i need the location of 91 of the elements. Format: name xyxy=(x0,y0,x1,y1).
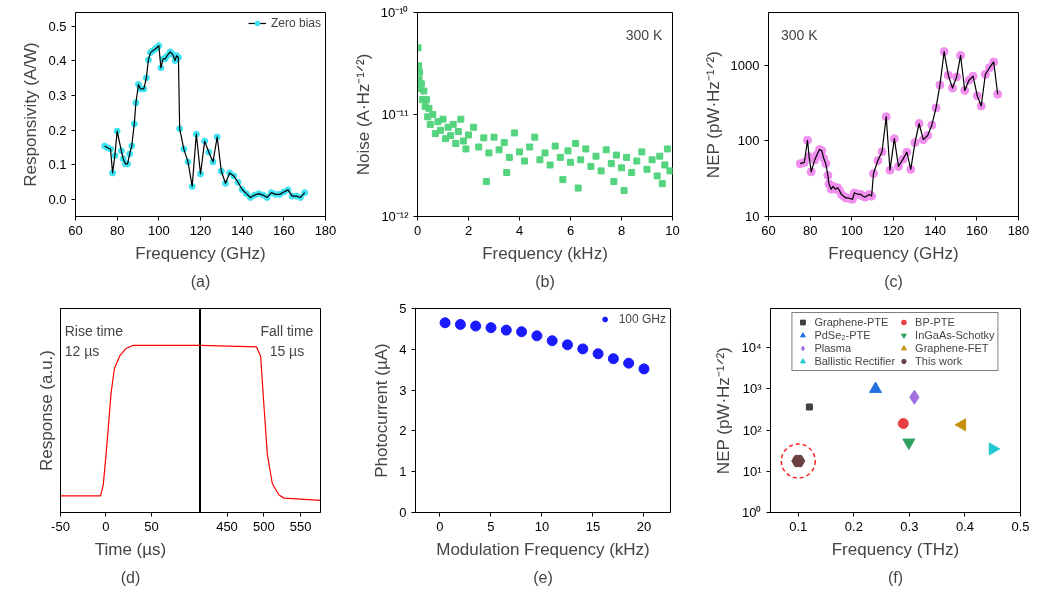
x-tick-label: 10 xyxy=(665,222,680,238)
x-axis-title: Time (µs) xyxy=(94,539,167,559)
x-tick-label: 80 xyxy=(109,222,125,238)
x-tick-label: 160 xyxy=(272,222,295,238)
x-tick-label: 8 xyxy=(617,222,626,238)
text: (f) xyxy=(887,568,904,586)
x-tick-label: 180 xyxy=(314,222,337,238)
x-tick-label: 140 xyxy=(924,222,947,238)
y-axis-title: NEP (pW·Hz⁻¹ᐟ²) xyxy=(703,51,723,179)
y-tick-label: 2 xyxy=(399,423,407,439)
x-tick-label: -50 xyxy=(51,518,70,534)
text: (e) xyxy=(533,568,553,586)
annotation: 300 K xyxy=(781,26,819,43)
x-tick-label: 160 xyxy=(965,222,988,238)
x-tick-label: 20 xyxy=(636,518,652,534)
x-tick-label: 100 xyxy=(147,222,170,238)
text: (c) xyxy=(884,272,903,290)
legend-label: Plasma xyxy=(814,342,852,354)
legend-label: InGaAs-Schotky xyxy=(915,329,995,341)
y-axis-title: Noise (A·Hz⁻¹ᐟ²) xyxy=(353,53,373,176)
y-axis-title: NEP (pW·Hz⁻¹ᐟ²) xyxy=(714,347,734,475)
x-axis-title: Frequency (GHz) xyxy=(828,243,959,263)
x-tick-label: 60 xyxy=(68,222,83,238)
y-tick-label: 0 xyxy=(399,505,407,520)
x-tick-label: 500 xyxy=(252,518,275,534)
x-tick-label: 50 xyxy=(144,518,159,534)
x-tick-label: 0.2 xyxy=(844,518,863,534)
text: (b) xyxy=(535,272,555,290)
y-tick-label: 10² xyxy=(742,422,763,438)
x-tick-label: 0.1 xyxy=(789,518,808,534)
y-tick-label: 0.2 xyxy=(48,122,67,138)
x-tick-label: 450 xyxy=(216,518,238,534)
legend-label: BP-PTE xyxy=(915,316,955,328)
x-tick-label: 4 xyxy=(515,222,524,238)
text: (a) xyxy=(190,272,211,290)
y-axis-title: Responsivity (A/W) xyxy=(21,42,41,187)
y-tick-label: 0.4 xyxy=(48,53,67,69)
x-axis-title: Frequency (kHz) xyxy=(482,243,608,263)
x-tick-label: 0 xyxy=(413,222,422,238)
legend-label: This work xyxy=(915,355,963,367)
x-tick-label: 120 xyxy=(189,222,212,238)
y-tick-label: 1 xyxy=(399,464,407,480)
y-tick-label: 10⁻¹¹ xyxy=(381,107,410,122)
legend-label: Ballistic Rectifier xyxy=(814,355,896,367)
x-tick-label: 550 xyxy=(289,518,312,534)
legend-label: Graphene-FET xyxy=(915,342,989,354)
legend-label: Zero bias xyxy=(270,16,321,30)
x-tick-label: 0 xyxy=(102,518,110,534)
legend-label: PdSe₂-PTE xyxy=(814,329,871,341)
x-axis-title: Frequency (THz) xyxy=(831,539,960,559)
y-tick-label: 100 xyxy=(737,133,760,149)
y-tick-label: 3 xyxy=(399,382,407,398)
y-tick-label: 10⁴ xyxy=(741,340,762,356)
x-tick-label: 5 xyxy=(487,518,495,534)
x-tick-label: 0.5 xyxy=(1011,518,1030,534)
text: (d) xyxy=(120,568,141,586)
x-tick-label: 60 xyxy=(761,222,776,238)
legend-label: 100 GHz xyxy=(618,312,666,326)
annotation: Rise time 12 µs xyxy=(64,322,124,360)
x-axis-title: Modulation Frequency (kHz) xyxy=(436,539,650,559)
y-axis-title: Photocurrent (µA) xyxy=(372,343,392,478)
x-axis-title: Frequency (GHz) xyxy=(135,243,266,263)
y-tick-label: 10 xyxy=(745,209,760,224)
y-tick-label: 10³ xyxy=(742,381,763,397)
x-tick-label: 120 xyxy=(882,222,905,238)
x-tick-label: 10 xyxy=(534,518,550,534)
x-tick-label: 140 xyxy=(231,222,254,238)
y-axis-title: Response (a.u.) xyxy=(36,350,56,471)
y-tick-label: 0.1 xyxy=(48,157,67,173)
x-tick-label: 80 xyxy=(802,222,818,238)
x-tick-label: 15 xyxy=(585,518,601,534)
y-tick-label: 0.5 xyxy=(48,18,67,34)
x-tick-label: 0.4 xyxy=(955,518,974,534)
y-tick-label: 10⁻¹² xyxy=(381,209,410,224)
y-tick-label: 4 xyxy=(399,341,407,357)
y-tick-label: 0.0 xyxy=(48,191,67,207)
legend-label: Graphene-PTE xyxy=(814,316,889,328)
y-tick-label: 10⁰ xyxy=(742,505,762,520)
y-tick-label: 1000 xyxy=(730,57,760,73)
x-tick-label: 100 xyxy=(840,222,863,238)
annotation: Fall time 15 µs xyxy=(260,322,314,360)
y-tick-label: 10⁻¹⁰ xyxy=(380,5,409,20)
x-tick-label: 2 xyxy=(464,222,473,238)
x-tick-label: 180 xyxy=(1007,222,1030,238)
x-tick-label: 6 xyxy=(566,222,575,238)
y-tick-label: 5 xyxy=(399,301,407,316)
x-tick-label: 0.3 xyxy=(900,518,919,534)
y-tick-label: 10¹ xyxy=(742,463,763,479)
annotation: 300 K xyxy=(625,26,663,43)
y-tick-label: 0.3 xyxy=(48,87,67,103)
x-tick-label: 0 xyxy=(436,518,444,534)
